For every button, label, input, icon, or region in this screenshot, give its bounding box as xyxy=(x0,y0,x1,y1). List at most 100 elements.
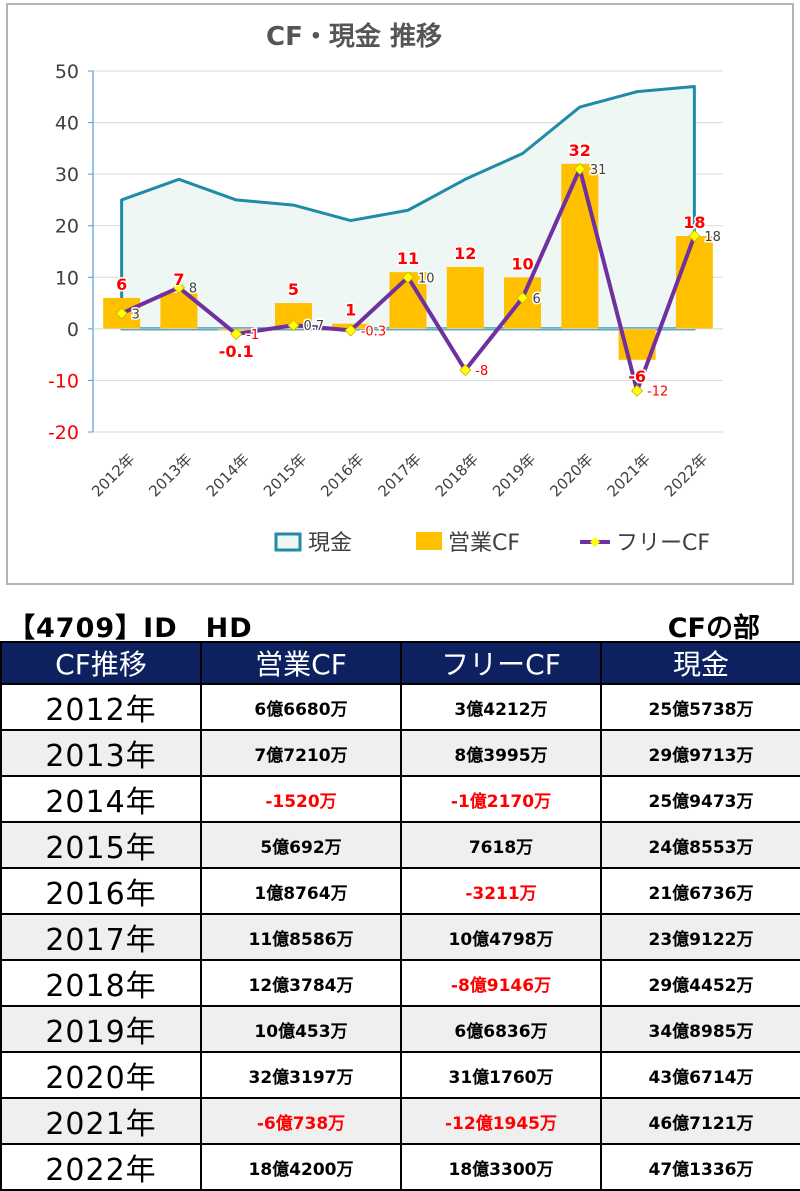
x-tick-label: 2016年 xyxy=(317,450,367,500)
cash-cell: 23億9122万 xyxy=(600,913,800,961)
operating-cf-bar xyxy=(561,163,599,329)
year-cell: 2016年 xyxy=(0,867,202,915)
free-cf-label: -1 xyxy=(246,328,259,343)
y-tick-label: 10 xyxy=(55,267,79,289)
free-cf-label: 10 xyxy=(418,271,435,286)
free-cf-marker xyxy=(344,324,357,337)
x-tick-label: 2012年 xyxy=(88,450,138,500)
free-cf-cell: 18億3300万 xyxy=(400,1143,602,1191)
cash-cell: 34億8985万 xyxy=(600,1005,800,1053)
y-tick-label: 30 xyxy=(55,164,79,186)
cash-cell: 24億8553万 xyxy=(600,821,800,869)
table-row: 2017年 11億8586万 10億4798万 23億9122万 xyxy=(0,913,800,961)
year-cell: 2021年 xyxy=(0,1097,202,1145)
legend-operating-cf-label: 営業CF xyxy=(448,531,520,556)
free-cf-cell: 10億4798万 xyxy=(400,913,602,961)
x-tick-label: 2017年 xyxy=(374,450,424,500)
x-tick-label: 2013年 xyxy=(145,450,195,500)
table-row: 2018年 12億3784万 -8億9146万 29億4452万 xyxy=(0,959,800,1007)
operating-cf-label: 5 xyxy=(288,280,299,299)
operating-cf-bar xyxy=(446,266,484,329)
operating-cf-cell: 7億7210万 xyxy=(200,729,402,777)
operating-cf-cell: 18億4200万 xyxy=(200,1143,402,1191)
year-cell: 2020年 xyxy=(0,1051,202,1099)
operating-cf-cell: 12億3784万 xyxy=(200,959,402,1007)
year-cell: 2017年 xyxy=(0,913,202,961)
year-cell: 2019年 xyxy=(0,1005,202,1053)
header-operating-cf: 営業CF xyxy=(200,641,402,685)
table-row: 2013年 7億7210万 8億3995万 29億9713万 xyxy=(0,729,800,777)
free-cf-label: 6 xyxy=(533,292,541,307)
x-tick-label: 2018年 xyxy=(432,450,482,500)
free-cf-label: 18 xyxy=(704,230,721,245)
cash-area-fill xyxy=(121,86,695,329)
legend-cash-label: 現金 xyxy=(308,531,352,556)
free-cf-marker xyxy=(631,384,644,397)
operating-cf-label: 12 xyxy=(454,244,476,263)
free-cf-label: -8 xyxy=(475,364,488,379)
chart-title: CF・現金 推移 xyxy=(266,21,442,52)
free-cf-label: 8 xyxy=(189,282,197,297)
free-cf-cell: -3211万 xyxy=(400,867,602,915)
cash-cell: 29億4452万 xyxy=(600,959,800,1007)
free-cf-cell: -8億9146万 xyxy=(400,959,602,1007)
cash-area-line xyxy=(120,84,696,331)
operating-cf-cell: 6億6680万 xyxy=(200,683,402,731)
company-title: 【4709】ID HD xyxy=(8,613,253,644)
operating-cf-cell: -1520万 xyxy=(200,775,402,823)
cash-cell: 21億6736万 xyxy=(600,867,800,915)
table-row: 2012年 6億6680万 3億4212万 25億5738万 xyxy=(0,683,800,731)
table-row: 2019年 10億453万 6億6836万 34億8985万 xyxy=(0,1005,800,1053)
legend-free-cf-label: フリーCF xyxy=(616,531,710,556)
year-cell: 2018年 xyxy=(0,959,202,1007)
table-body: 2012年 6億6680万 3億4212万 25億5738万 2013年 7億7210万 8… xyxy=(0,683,800,1191)
operating-cf-label: 1 xyxy=(345,301,356,320)
free-cf-marker xyxy=(115,307,128,320)
x-tick-label: 2019年 xyxy=(489,450,539,500)
x-tick-label: 2021年 xyxy=(604,450,654,500)
legend-operating-cf-swatch xyxy=(416,532,442,550)
table-row: 2016年 1億8764万 -3211万 21億6736万 xyxy=(0,867,800,915)
operating-cf-cell: 5億692万 xyxy=(200,821,402,869)
y-tick-label: -20 xyxy=(48,422,79,444)
operating-cf-cell: 10億453万 xyxy=(200,1005,402,1053)
legend-cash-swatch xyxy=(274,532,302,552)
year-cell: 2013年 xyxy=(0,729,202,777)
free-cf-marker xyxy=(688,229,701,243)
cash-cell: 25億5738万 xyxy=(600,683,800,731)
table-row: 2014年 -1520万 -1億2170万 25億9473万 xyxy=(0,775,800,823)
operating-cf-label: 7 xyxy=(173,270,184,289)
table-row: 2015年 5億692万 7618万 24億8553万 xyxy=(0,821,800,869)
chart-frame: CF・現金 推移 50 40 30 20 10 0 -10 -20 6 7 -0.1 5 1 11 12 10 3… xyxy=(6,3,794,585)
x-tick-label: 2015年 xyxy=(260,450,310,500)
header-cf-trend: CF推移 xyxy=(0,641,202,685)
x-tick-label: 2014年 xyxy=(203,450,253,500)
year-cell: 2015年 xyxy=(0,821,202,869)
x-tick-label: 2020年 xyxy=(546,450,596,500)
operating-cf-label: -6 xyxy=(628,367,646,386)
y-tick-label: -10 xyxy=(48,370,79,392)
free-cf-cell: 8億3995万 xyxy=(400,729,602,777)
operating-cf-label: -0.1 xyxy=(219,342,254,361)
legend-free-cf-marker xyxy=(590,537,600,547)
free-cf-marker xyxy=(573,162,586,176)
operating-cf-cell: 11億8586万 xyxy=(200,913,402,961)
free-cf-marker xyxy=(287,319,300,332)
cash-cell: 43億6714万 xyxy=(600,1051,800,1099)
table-row: 2020年 32億3197万 31億1760万 43億6714万 xyxy=(0,1051,800,1099)
free-cf-label: -0.3 xyxy=(361,324,386,339)
year-cell: 2014年 xyxy=(0,775,202,823)
header-free-cf: フリーCF xyxy=(400,641,602,685)
free-cf-cell: 3億4212万 xyxy=(400,683,602,731)
cash-cell: 47億1336万 xyxy=(600,1143,800,1191)
operating-cf-cell: 1億8764万 xyxy=(200,867,402,915)
operating-cf-cell: -6億738万 xyxy=(200,1097,402,1145)
free-cf-marker xyxy=(230,327,243,341)
operating-cf-cell: 32億3197万 xyxy=(200,1051,402,1099)
free-cf-marker xyxy=(459,364,472,377)
operating-cf-label: 18 xyxy=(683,213,705,232)
x-tick-label: 2022年 xyxy=(661,450,711,500)
operating-cf-bar xyxy=(675,236,713,329)
y-tick-label: 50 xyxy=(55,61,79,83)
